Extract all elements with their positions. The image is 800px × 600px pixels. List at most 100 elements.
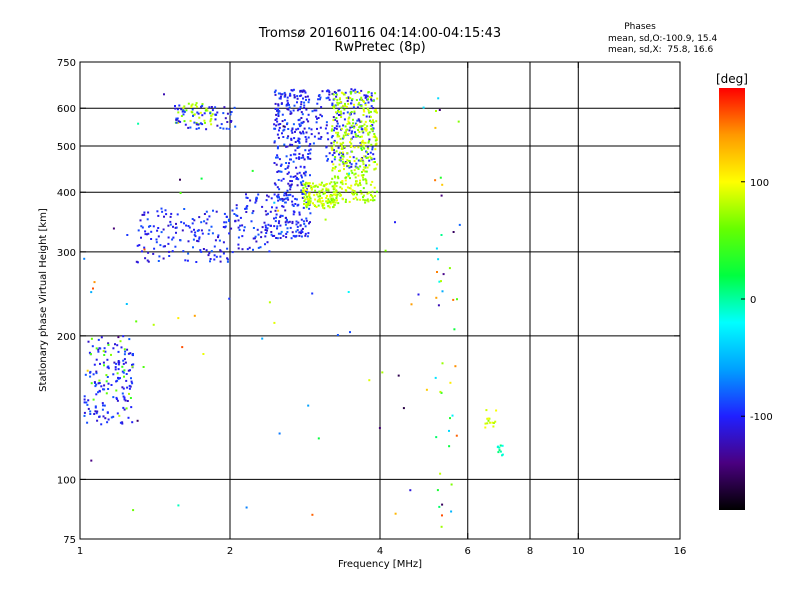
- data-point: [282, 136, 285, 138]
- data-point: [106, 411, 109, 414]
- data-point: [331, 185, 334, 188]
- data-point: [341, 158, 344, 161]
- data-point: [180, 115, 183, 117]
- data-point: [282, 177, 285, 180]
- data-point: [125, 373, 128, 375]
- data-point: [277, 222, 280, 225]
- data-point: [289, 193, 292, 196]
- data-point: [361, 130, 364, 133]
- data-point: [341, 180, 344, 182]
- data-point: [318, 199, 321, 202]
- data-point: [349, 92, 352, 95]
- data-point: [358, 101, 361, 104]
- data-point: [152, 323, 155, 326]
- data-point: [200, 221, 203, 224]
- data-point: [126, 234, 129, 236]
- data-point: [260, 236, 263, 239]
- data-point: [368, 159, 371, 162]
- data-point: [231, 251, 234, 254]
- data-point: [330, 129, 333, 132]
- data-point: [101, 402, 104, 405]
- data-point: [293, 94, 296, 97]
- data-point: [347, 102, 350, 105]
- data-point: [442, 273, 445, 276]
- data-point: [330, 136, 333, 139]
- data-point: [343, 145, 346, 148]
- data-point: [86, 369, 89, 372]
- data-point: [300, 101, 303, 103]
- data-point: [97, 350, 100, 353]
- data-point: [365, 170, 368, 173]
- data-point: [304, 191, 307, 194]
- data-point: [254, 201, 257, 204]
- data-point: [335, 189, 338, 192]
- data-point: [123, 398, 126, 401]
- data-point: [369, 183, 372, 186]
- data-point: [501, 454, 503, 457]
- data-point: [194, 235, 197, 238]
- data-point: [298, 171, 301, 174]
- data-point: [275, 163, 278, 166]
- data-point: [294, 130, 296, 133]
- data-point: [372, 153, 375, 156]
- data-point: [306, 195, 308, 198]
- data-point: [299, 131, 302, 134]
- data-point: [178, 104, 181, 107]
- data-point: [328, 182, 331, 185]
- data-point: [116, 372, 119, 375]
- data-point: [300, 94, 303, 97]
- data-point: [329, 195, 332, 197]
- data-point: [115, 396, 118, 399]
- data-point: [239, 216, 242, 219]
- data-point: [261, 226, 264, 229]
- data-point: [105, 380, 108, 383]
- data-point: [277, 92, 280, 95]
- data-point: [237, 226, 240, 229]
- data-point: [370, 105, 373, 108]
- data-point: [449, 417, 451, 420]
- data-point: [301, 196, 304, 199]
- data-point: [175, 231, 177, 234]
- data-point: [353, 126, 355, 129]
- data-point: [334, 156, 337, 158]
- x-tick-label: 1: [77, 546, 83, 557]
- data-point: [332, 116, 335, 119]
- data-point: [270, 233, 273, 236]
- data-point: [280, 163, 283, 166]
- data-point: [308, 149, 311, 152]
- data-point: [303, 127, 306, 130]
- data-point: [352, 89, 355, 92]
- data-point: [283, 125, 286, 128]
- data-point: [289, 143, 292, 146]
- data-point: [364, 170, 367, 173]
- data-point: [402, 407, 405, 410]
- data-point: [194, 231, 197, 234]
- data-point: [106, 366, 109, 369]
- data-point: [142, 366, 145, 368]
- data-point: [124, 361, 127, 364]
- data-point: [297, 140, 300, 142]
- data-point: [318, 192, 321, 195]
- data-point: [457, 120, 460, 123]
- data-point: [266, 241, 269, 244]
- data-point: [197, 240, 200, 243]
- data-point: [222, 241, 225, 244]
- data-point: [362, 176, 364, 179]
- data-point: [143, 248, 146, 251]
- data-point: [187, 225, 190, 227]
- data-point: [337, 202, 340, 205]
- data-point: [323, 207, 326, 210]
- data-point: [327, 204, 330, 207]
- data-point: [287, 221, 290, 224]
- data-point: [352, 156, 355, 159]
- data-point: [359, 198, 362, 201]
- data-point: [107, 342, 110, 345]
- data-point: [332, 141, 335, 144]
- data-point: [349, 141, 351, 144]
- data-point: [123, 348, 126, 351]
- data-point: [193, 234, 196, 236]
- data-point: [338, 102, 341, 105]
- data-point: [301, 189, 304, 192]
- data-point: [319, 183, 322, 186]
- data-point: [150, 230, 153, 233]
